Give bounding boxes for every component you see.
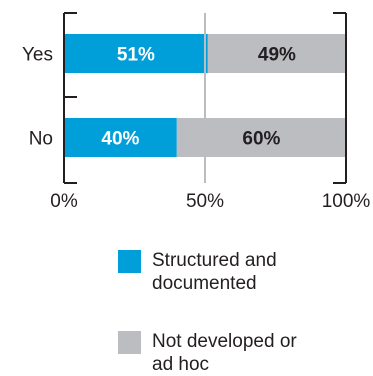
category-label-yes: Yes xyxy=(22,45,53,66)
bar-no-series-0 xyxy=(64,118,177,157)
data-label-yes-series-1: 49% xyxy=(258,45,296,66)
data-label-no-series-1: 60% xyxy=(242,129,280,150)
category-label-no: No xyxy=(29,129,53,150)
bar-yes-series-1 xyxy=(207,34,346,73)
data-label-yes-series-0: 51% xyxy=(117,45,155,66)
bar-yes-series-0 xyxy=(64,34,208,73)
data-label-no-series-0: 40% xyxy=(101,129,139,150)
x-tick-label-100: 100% xyxy=(322,191,371,212)
x-tick-label-0: 0% xyxy=(50,191,78,212)
x-tick-label-50: 50% xyxy=(186,191,224,212)
